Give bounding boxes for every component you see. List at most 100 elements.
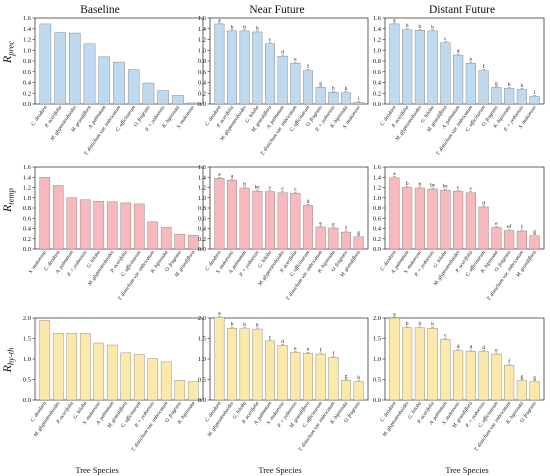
bar-10 bbox=[504, 88, 515, 105]
significance-letter: e bbox=[332, 221, 335, 227]
y-tick-label: 2.0 bbox=[23, 315, 31, 322]
significance-letter: d bbox=[307, 199, 310, 205]
y-tick-label: 0.0 bbox=[23, 397, 31, 404]
bar-4 bbox=[427, 30, 438, 105]
y-tick-label: 2.0 bbox=[198, 315, 206, 322]
bar-11 bbox=[340, 92, 352, 105]
bar-1 bbox=[39, 23, 52, 105]
bar-8 bbox=[478, 70, 489, 105]
panel-r1-c1: 0.00.20.40.60.81.01.21.41.6aC. deodaraaS… bbox=[198, 164, 369, 302]
bar-3 bbox=[69, 32, 81, 105]
y-tick-label: 1.4 bbox=[198, 26, 207, 33]
bar-3 bbox=[414, 327, 425, 401]
significance-letter: c bbox=[294, 187, 297, 193]
significance-letter: f bbox=[320, 346, 322, 353]
bar-10 bbox=[172, 95, 184, 105]
row-label-hy-th: Rhy-th bbox=[0, 348, 16, 374]
y-tick-label: 0.6 bbox=[198, 69, 207, 76]
significance-letter: e bbox=[319, 220, 322, 226]
bar-1 bbox=[389, 317, 400, 401]
bar-12 bbox=[187, 381, 199, 401]
y-tick-label: 1.0 bbox=[23, 47, 31, 54]
significance-letter: b bbox=[418, 321, 421, 327]
y-tick-label: 0.6 bbox=[373, 215, 382, 222]
y-tick-label: 1.2 bbox=[198, 37, 206, 44]
significance-letter: a bbox=[218, 311, 221, 317]
svg-text:Rhy-th: Rhy-th bbox=[0, 348, 16, 374]
bar-2 bbox=[402, 29, 413, 105]
significance-letter: b bbox=[431, 24, 434, 30]
significance-letter: g bbox=[345, 374, 348, 380]
significance-letter: g bbox=[319, 81, 322, 87]
y-tick-label: 0.0 bbox=[198, 101, 206, 108]
significance-letter: g bbox=[533, 229, 536, 235]
significance-letter: h bbox=[345, 86, 348, 92]
bar-5 bbox=[93, 342, 105, 401]
bar-12 bbox=[353, 102, 364, 105]
significance-letter: a bbox=[218, 172, 221, 178]
y-tick-label: 1.0 bbox=[198, 356, 206, 363]
bar-10 bbox=[328, 227, 339, 250]
y-tick-label: 1.4 bbox=[23, 26, 32, 33]
bar-5 bbox=[264, 191, 276, 250]
y-tick-label: 1.6 bbox=[23, 15, 32, 22]
bar-6 bbox=[106, 201, 118, 250]
significance-letter: f bbox=[483, 63, 485, 70]
significance-letter: bc bbox=[430, 182, 436, 188]
bar-4 bbox=[79, 332, 91, 401]
y-tick-label: 1.4 bbox=[23, 174, 32, 181]
y-tick-label: 0.4 bbox=[198, 80, 207, 87]
y-tick-label: 0.5 bbox=[23, 377, 31, 384]
significance-letter: d bbox=[281, 50, 284, 56]
bar-11 bbox=[340, 231, 352, 250]
y-tick-label: 2.0 bbox=[373, 315, 381, 322]
bar-12 bbox=[529, 96, 540, 105]
y-tick-label: 0.4 bbox=[198, 226, 207, 233]
significance-letter: d bbox=[457, 48, 460, 54]
panel-r1-c2: 0.00.20.40.60.81.01.21.41.6aC. deodarabA… bbox=[373, 164, 545, 302]
y-tick-label: 1.0 bbox=[23, 356, 31, 363]
bar-9 bbox=[147, 358, 159, 401]
bar-9 bbox=[315, 226, 326, 250]
y-tick-label: 1.4 bbox=[373, 26, 382, 33]
bar-6 bbox=[453, 54, 464, 105]
bar-11 bbox=[174, 233, 186, 250]
bar-7 bbox=[290, 62, 301, 105]
y-tick-label: 0.8 bbox=[198, 205, 206, 212]
bar-10 bbox=[160, 361, 172, 401]
significance-letter: d bbox=[469, 345, 472, 351]
bar-10 bbox=[160, 227, 172, 250]
bar-11 bbox=[340, 380, 352, 401]
bar-9 bbox=[315, 353, 326, 401]
significance-letter: a bbox=[393, 171, 396, 177]
y-tick-label: 1.4 bbox=[373, 174, 382, 181]
bar-8 bbox=[302, 205, 314, 250]
bar-3 bbox=[66, 332, 78, 401]
bar-7 bbox=[120, 202, 132, 250]
significance-letter: b bbox=[406, 23, 409, 29]
bar-10 bbox=[504, 230, 515, 250]
bar-11 bbox=[516, 89, 527, 105]
bar-8 bbox=[133, 354, 145, 401]
bar-1 bbox=[214, 316, 225, 401]
panel-r0-c0: 0.00.20.40.60.81.01.21.41.6C. deodaraP. … bbox=[23, 15, 204, 157]
y-tick-label: 0.8 bbox=[23, 58, 31, 65]
bar-6 bbox=[277, 192, 288, 250]
y-tick-label: 1.5 bbox=[373, 336, 381, 343]
y-tick-label: 0.8 bbox=[198, 58, 206, 65]
panel-r0-c2: 0.00.20.40.60.81.01.21.41.6 aC. deodarabP… bbox=[373, 15, 545, 157]
significance-letter: i bbox=[534, 90, 536, 96]
bar-5 bbox=[440, 339, 451, 401]
bar-12 bbox=[353, 381, 364, 401]
bar-7 bbox=[127, 69, 140, 105]
significance-letter: h bbox=[508, 82, 511, 88]
y-tick-label: 0.6 bbox=[23, 69, 32, 76]
bar-6 bbox=[453, 190, 464, 250]
y-tick-label: 0.2 bbox=[198, 90, 206, 97]
y-tick-label: 1.0 bbox=[198, 195, 206, 202]
significance-letter: e bbox=[294, 57, 297, 63]
bar-4 bbox=[79, 199, 91, 250]
y-tick-label: 1.6 bbox=[198, 164, 207, 171]
